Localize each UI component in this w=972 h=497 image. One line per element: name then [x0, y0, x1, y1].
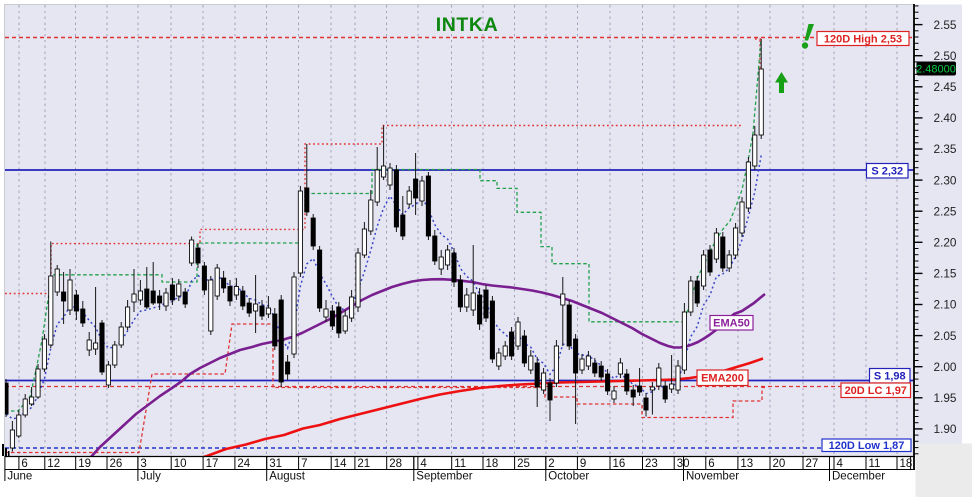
svg-text:2.55: 2.55 — [934, 18, 957, 32]
svg-text:7: 7 — [301, 458, 307, 470]
svg-text:2.45: 2.45 — [934, 80, 957, 94]
svg-text:2.48000: 2.48000 — [916, 64, 956, 76]
svg-text:1.95: 1.95 — [934, 391, 957, 405]
svg-text:2.25: 2.25 — [934, 204, 957, 218]
svg-text:June: June — [7, 471, 32, 483]
svg-text:26: 26 — [110, 458, 123, 470]
svg-text:September: September — [416, 471, 472, 483]
svg-text:2: 2 — [548, 458, 554, 470]
svg-text:INTKA: INTKA — [436, 14, 499, 36]
svg-text:23: 23 — [645, 458, 658, 470]
svg-text:August: August — [269, 471, 306, 483]
svg-text:S 2,32: S 2,32 — [871, 166, 903, 178]
svg-text:11: 11 — [454, 458, 466, 470]
svg-text:6: 6 — [21, 458, 27, 470]
svg-text:EMA50: EMA50 — [713, 318, 750, 330]
svg-text:24: 24 — [237, 458, 250, 470]
svg-text:July: July — [140, 471, 161, 483]
svg-text:11: 11 — [869, 458, 881, 470]
svg-text:2.05: 2.05 — [934, 329, 957, 343]
svg-text:21: 21 — [357, 458, 370, 470]
svg-text:31: 31 — [269, 458, 282, 470]
svg-text:December: December — [832, 471, 885, 483]
svg-text:2.10: 2.10 — [934, 298, 957, 312]
svg-text:November: November — [686, 471, 739, 483]
svg-text:2.30: 2.30 — [934, 173, 957, 187]
svg-text:12: 12 — [47, 458, 60, 470]
svg-text:2.35: 2.35 — [934, 142, 957, 156]
svg-text:6: 6 — [708, 458, 714, 470]
svg-text:1.90: 1.90 — [934, 422, 957, 436]
svg-text:2.20: 2.20 — [934, 236, 957, 250]
svg-text:28: 28 — [389, 458, 402, 470]
svg-text:4: 4 — [837, 458, 844, 470]
svg-text:S 1,98: S 1,98 — [874, 371, 906, 383]
svg-text:18: 18 — [900, 458, 913, 470]
svg-text:3: 3 — [140, 458, 146, 470]
svg-text:October: October — [548, 471, 589, 483]
svg-text:2.40: 2.40 — [934, 111, 957, 125]
svg-text:2.15: 2.15 — [934, 267, 957, 281]
svg-text:10: 10 — [174, 458, 187, 470]
svg-text:16: 16 — [613, 458, 626, 470]
svg-text:19: 19 — [78, 458, 91, 470]
svg-text:25: 25 — [517, 458, 530, 470]
svg-text:17: 17 — [206, 458, 219, 470]
svg-text:27: 27 — [806, 458, 819, 470]
svg-text:120D Low 1,87: 120D Low 1,87 — [829, 440, 905, 452]
svg-text:20D LC 1,97: 20D LC 1,97 — [845, 385, 907, 397]
svg-text:2.00: 2.00 — [934, 360, 957, 374]
svg-text:9: 9 — [580, 458, 586, 470]
svg-text:20: 20 — [773, 458, 786, 470]
svg-text:2.50: 2.50 — [934, 49, 957, 63]
svg-text:4: 4 — [420, 458, 427, 470]
svg-text:18: 18 — [486, 458, 499, 470]
svg-text:EMA200: EMA200 — [701, 373, 744, 385]
svg-text:14: 14 — [334, 458, 347, 470]
svg-text:120D High 2,53: 120D High 2,53 — [824, 33, 902, 45]
svg-text:13: 13 — [740, 458, 753, 470]
